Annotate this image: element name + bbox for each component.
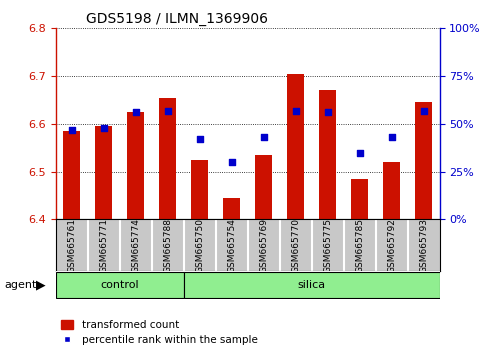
Bar — [351, 179, 369, 219]
Bar — [191, 160, 208, 219]
Bar — [127, 112, 144, 219]
Point — [388, 135, 396, 140]
Point — [292, 108, 299, 113]
Text: GSM665775: GSM665775 — [323, 218, 332, 273]
Bar — [312, 28, 343, 219]
Bar — [63, 131, 80, 219]
Point — [420, 108, 427, 113]
Text: ▶: ▶ — [36, 279, 46, 291]
Bar — [255, 155, 272, 219]
Bar — [415, 102, 432, 219]
Text: GSM665761: GSM665761 — [67, 218, 76, 273]
Bar — [184, 272, 440, 298]
Bar — [95, 126, 113, 219]
Text: GSM665788: GSM665788 — [163, 218, 172, 273]
Text: GSM665792: GSM665792 — [387, 218, 396, 273]
Bar — [383, 162, 400, 219]
Text: GSM665793: GSM665793 — [419, 218, 428, 273]
Point — [355, 150, 363, 155]
Bar — [152, 28, 184, 219]
Bar — [184, 28, 215, 219]
Bar — [87, 28, 120, 219]
Bar — [343, 28, 376, 219]
Bar — [56, 28, 87, 219]
Bar — [319, 91, 336, 219]
Bar — [223, 198, 241, 219]
Bar — [280, 28, 312, 219]
Text: control: control — [100, 280, 139, 290]
Text: GSM665750: GSM665750 — [195, 218, 204, 273]
Point — [99, 125, 107, 131]
Legend: transformed count, percentile rank within the sample: transformed count, percentile rank withi… — [61, 320, 257, 345]
Point — [196, 136, 203, 142]
Point — [164, 108, 171, 113]
Text: GSM665774: GSM665774 — [131, 218, 140, 273]
Text: GSM665769: GSM665769 — [259, 218, 268, 273]
Text: GSM665770: GSM665770 — [291, 218, 300, 273]
Bar — [248, 28, 280, 219]
Bar — [376, 28, 408, 219]
Point — [132, 110, 140, 115]
Bar — [215, 28, 248, 219]
Text: GSM665754: GSM665754 — [227, 218, 236, 273]
Point — [227, 159, 235, 165]
Text: GSM665785: GSM665785 — [355, 218, 364, 273]
Bar — [287, 74, 304, 219]
Point — [260, 135, 268, 140]
Bar — [56, 272, 184, 298]
Text: GDS5198 / ILMN_1369906: GDS5198 / ILMN_1369906 — [86, 12, 268, 26]
Text: GSM665771: GSM665771 — [99, 218, 108, 273]
Text: agent: agent — [5, 280, 37, 290]
Text: silica: silica — [298, 280, 326, 290]
Point — [68, 127, 75, 132]
Bar — [159, 98, 176, 219]
Point — [324, 110, 331, 115]
Bar — [408, 28, 440, 219]
Bar — [120, 28, 152, 219]
